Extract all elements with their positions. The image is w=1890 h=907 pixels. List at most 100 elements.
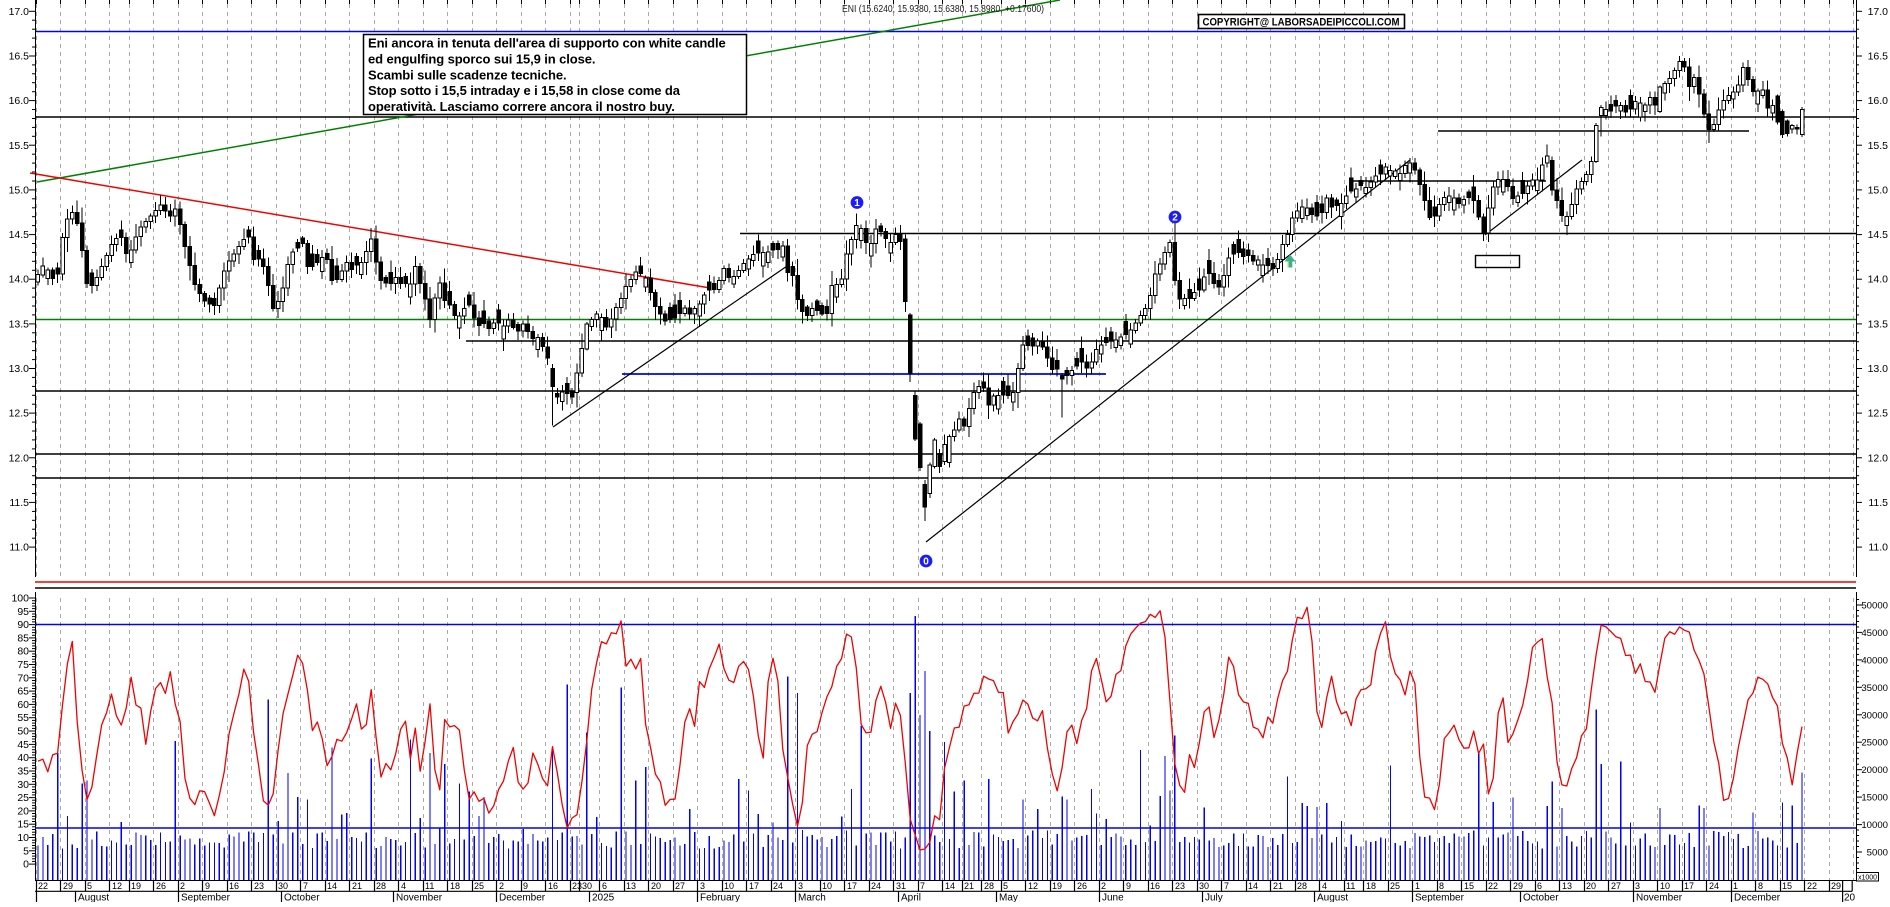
svg-text:14: 14 xyxy=(327,881,337,891)
svg-text:COPYRIGHT@ LABORSADEIPICCOLI.C: COPYRIGHT@ LABORSADEIPICCOLI.COM xyxy=(1203,17,1400,29)
svg-text:17: 17 xyxy=(749,881,759,891)
svg-text:15000: 15000 xyxy=(1861,793,1888,804)
svg-text:15: 15 xyxy=(17,819,29,831)
svg-text:10: 10 xyxy=(822,881,832,891)
svg-text:10: 10 xyxy=(724,881,734,891)
svg-text:3: 3 xyxy=(798,881,803,891)
svg-text:May: May xyxy=(999,893,1018,903)
svg-text:November: November xyxy=(1636,893,1683,903)
svg-text:5000: 5000 xyxy=(1867,848,1888,859)
svg-text:20: 20 xyxy=(17,805,29,817)
svg-text:16.5: 16.5 xyxy=(1868,51,1889,63)
svg-text:29: 29 xyxy=(63,881,73,891)
svg-text:29: 29 xyxy=(1513,881,1523,891)
svg-text:25: 25 xyxy=(17,792,29,804)
svg-text:7: 7 xyxy=(1224,881,1229,891)
svg-text:22: 22 xyxy=(1488,881,1498,891)
svg-text:100: 100 xyxy=(11,593,29,605)
svg-text:25: 25 xyxy=(474,881,484,891)
svg-text:x1000: x1000 xyxy=(1858,875,1877,882)
svg-text:28: 28 xyxy=(984,881,994,891)
svg-text:21: 21 xyxy=(964,881,974,891)
svg-text:15: 15 xyxy=(1464,881,1474,891)
svg-text:June: June xyxy=(1102,893,1124,903)
svg-text:30: 30 xyxy=(1199,881,1209,891)
svg-text:40: 40 xyxy=(17,752,29,764)
svg-text:12.0: 12.0 xyxy=(1868,452,1889,464)
svg-text:5: 5 xyxy=(87,881,92,891)
svg-text:December: December xyxy=(499,893,546,903)
svg-text:18: 18 xyxy=(450,881,460,891)
svg-text:30000: 30000 xyxy=(1861,710,1888,721)
svg-text:13.5: 13.5 xyxy=(1868,318,1889,330)
svg-text:12.0: 12.0 xyxy=(9,452,30,464)
svg-text:20: 20 xyxy=(651,881,661,891)
svg-text:10000: 10000 xyxy=(1861,820,1888,831)
svg-text:50: 50 xyxy=(17,726,29,738)
svg-text:16: 16 xyxy=(548,881,558,891)
svg-text:50000: 50000 xyxy=(1861,601,1888,612)
svg-text:21: 21 xyxy=(1273,881,1283,891)
svg-text:July: July xyxy=(1205,893,1223,903)
svg-text:30: 30 xyxy=(278,881,288,891)
svg-text:65: 65 xyxy=(17,686,29,698)
svg-text:24: 24 xyxy=(871,881,881,891)
svg-text:12: 12 xyxy=(112,881,122,891)
svg-text:17.0: 17.0 xyxy=(9,6,30,18)
svg-text:16.0: 16.0 xyxy=(9,95,30,107)
svg-text:23: 23 xyxy=(254,881,264,891)
svg-text:3: 3 xyxy=(700,881,705,891)
svg-text:16: 16 xyxy=(1150,881,1160,891)
svg-text:15.0: 15.0 xyxy=(9,184,30,196)
svg-text:27: 27 xyxy=(675,881,685,891)
svg-text:23: 23 xyxy=(572,881,582,891)
svg-text:70: 70 xyxy=(17,672,29,684)
svg-text:22: 22 xyxy=(38,881,48,891)
svg-text:17: 17 xyxy=(1684,881,1694,891)
svg-text:3: 3 xyxy=(1635,881,1640,891)
svg-text:20000: 20000 xyxy=(1861,765,1888,776)
svg-text:14.0: 14.0 xyxy=(9,274,30,286)
svg-text:1: 1 xyxy=(1733,881,1738,891)
svg-text:11: 11 xyxy=(1346,881,1355,891)
svg-text:13: 13 xyxy=(626,881,636,891)
svg-text:September: September xyxy=(181,893,231,903)
svg-text:October: October xyxy=(1523,893,1559,903)
svg-text:30: 30 xyxy=(582,881,592,891)
svg-text:16.0: 16.0 xyxy=(1868,95,1889,107)
svg-text:11.5: 11.5 xyxy=(1868,497,1888,509)
svg-text:28: 28 xyxy=(1297,881,1307,891)
svg-text:8: 8 xyxy=(1758,881,1763,891)
svg-text:23: 23 xyxy=(1175,881,1185,891)
svg-text:28: 28 xyxy=(376,881,386,891)
svg-text:September: September xyxy=(1415,893,1465,903)
svg-text:0: 0 xyxy=(923,557,929,568)
svg-text:15.5: 15.5 xyxy=(9,140,30,152)
svg-text:26: 26 xyxy=(156,881,166,891)
svg-text:6: 6 xyxy=(1537,881,1542,891)
svg-text:90: 90 xyxy=(17,619,29,631)
svg-text:60: 60 xyxy=(17,699,29,711)
svg-text:27: 27 xyxy=(1611,881,1621,891)
svg-text:February: February xyxy=(700,893,740,903)
svg-text:9: 9 xyxy=(523,881,528,891)
svg-text:14: 14 xyxy=(945,881,955,891)
svg-text:15: 15 xyxy=(1782,881,1792,891)
svg-text:5: 5 xyxy=(1003,881,1008,891)
svg-text:August: August xyxy=(78,893,109,903)
svg-text:95: 95 xyxy=(17,606,29,618)
svg-text:24: 24 xyxy=(773,881,783,891)
svg-text:35: 35 xyxy=(17,766,29,778)
svg-text:14.0: 14.0 xyxy=(1868,274,1889,286)
svg-text:17: 17 xyxy=(847,881,857,891)
svg-text:9: 9 xyxy=(1126,881,1131,891)
svg-text:25000: 25000 xyxy=(1861,738,1888,749)
svg-text:45000: 45000 xyxy=(1861,628,1888,639)
svg-text:1: 1 xyxy=(1415,881,1420,891)
svg-text:30: 30 xyxy=(17,779,29,791)
svg-text:5: 5 xyxy=(23,845,29,857)
svg-text:November: November xyxy=(396,893,443,903)
svg-text:9: 9 xyxy=(205,881,210,891)
svg-text:August: August xyxy=(1317,893,1348,903)
svg-text:29: 29 xyxy=(1831,881,1841,891)
